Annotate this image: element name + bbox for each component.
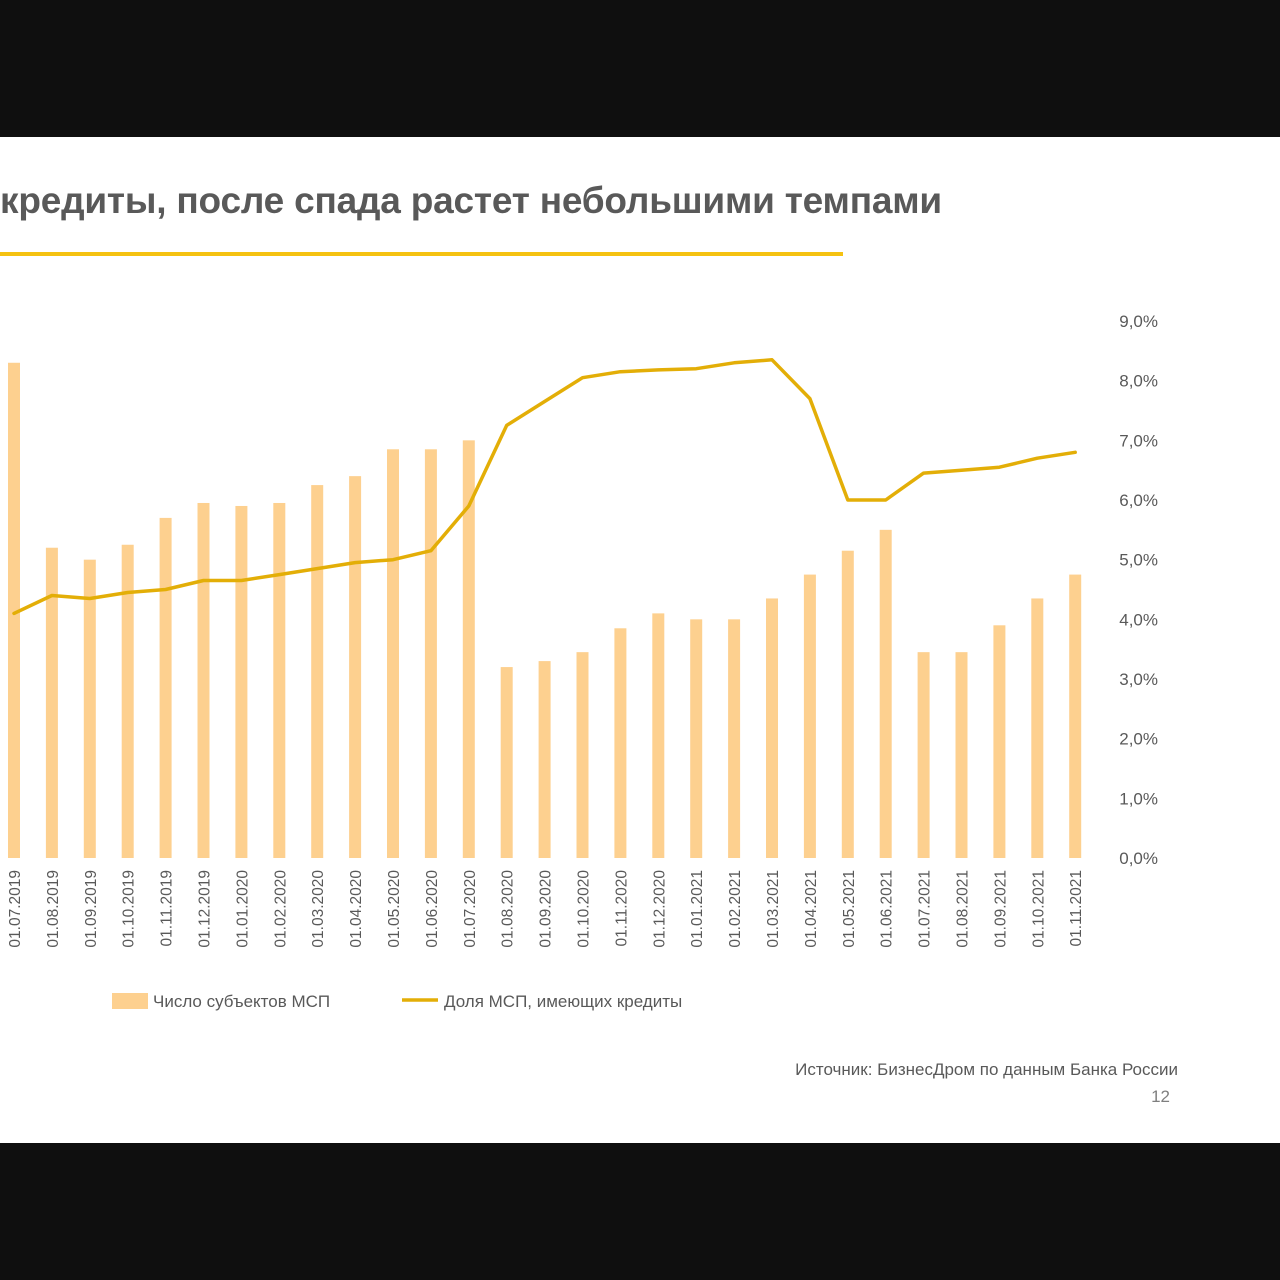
bar-01.02.2020 <box>273 502 286 858</box>
bar-01.03.2020 <box>311 485 324 858</box>
x-tick-label: 01.01.2021 <box>689 870 706 948</box>
bar-01.07.2021 <box>917 652 930 858</box>
bar-01.07.2019 <box>8 362 20 858</box>
source-note: Источник: БизнесДром по данным Банка Рос… <box>795 1060 1178 1079</box>
x-tick-label: 01.10.2020 <box>576 870 593 948</box>
legend-label-bars: Число субъектов МСП <box>153 992 330 1011</box>
bar-01.09.2021 <box>993 625 1006 858</box>
y-tick-label: 1,0% <box>1119 789 1158 808</box>
x-tick-label: 01.06.2020 <box>424 870 441 948</box>
x-tick-label: 01.07.2019 <box>7 870 24 948</box>
x-tick-label: 01.05.2020 <box>386 870 403 948</box>
x-tick-label: 01.07.2021 <box>917 870 934 948</box>
y-tick-label: 8,0% <box>1119 372 1158 391</box>
legend-bar-swatch <box>112 993 148 1009</box>
x-tick-label: 01.10.2021 <box>1030 870 1047 948</box>
bar-01.10.2020 <box>576 652 589 858</box>
x-tick-label: 01.02.2021 <box>727 870 744 948</box>
bar-01.01.2020 <box>235 505 248 858</box>
x-tick-label: 01.08.2020 <box>500 870 517 948</box>
y-tick-label: 4,0% <box>1119 610 1158 629</box>
x-tick-label: 01.10.2019 <box>121 870 138 948</box>
y-tick-label: 6,0% <box>1119 491 1158 510</box>
bar-01.05.2020 <box>387 449 399 858</box>
bar-01.06.2021 <box>879 529 892 858</box>
x-tick-label: 01.04.2021 <box>803 870 820 948</box>
bar-01.12.2019 <box>197 502 210 858</box>
bar-01.04.2020 <box>349 476 362 858</box>
bar-01.11.2021 <box>1069 574 1082 858</box>
y-tick-label: 5,0% <box>1119 551 1158 570</box>
page-number: 12 <box>1151 1087 1170 1106</box>
bar-01.10.2019 <box>121 544 134 858</box>
bar-01.02.2021 <box>728 619 741 858</box>
x-tick-label: 01.08.2021 <box>955 870 972 948</box>
x-tick-label: 01.01.2020 <box>234 870 251 948</box>
y-tick-label: 2,0% <box>1119 730 1158 749</box>
bar-01.08.2019 <box>45 547 58 858</box>
y-tick-label: 3,0% <box>1119 670 1158 689</box>
y-tick-label: 7,0% <box>1119 431 1158 450</box>
x-tick-label: 01.09.2020 <box>538 870 555 948</box>
x-tick-label: 01.12.2019 <box>197 870 214 948</box>
x-tick-label: 01.09.2019 <box>83 870 100 948</box>
bar-01.07.2020 <box>462 440 475 858</box>
x-tick-label: 01.09.2021 <box>992 870 1009 948</box>
x-tick-label: 01.03.2020 <box>310 870 327 948</box>
x-tick-label: 01.11.2020 <box>613 870 630 947</box>
slide-title: кредиты, после спада растет небольшими т… <box>0 180 942 221</box>
bar-01.12.2020 <box>652 613 665 858</box>
bar-01.09.2020 <box>538 661 551 858</box>
bar-01.10.2021 <box>1031 598 1044 858</box>
bar-01.05.2021 <box>841 550 854 858</box>
y-tick-label: 9,0% <box>1119 312 1158 331</box>
slide <box>0 137 1280 1143</box>
bar-01.08.2021 <box>955 652 968 858</box>
x-tick-label: 01.11.2021 <box>1068 870 1085 946</box>
bar-01.11.2020 <box>614 628 627 858</box>
bar-01.04.2021 <box>803 574 816 858</box>
bar-01.06.2020 <box>424 449 437 858</box>
bar-01.08.2020 <box>500 667 513 858</box>
x-tick-label: 01.11.2019 <box>159 870 176 946</box>
x-tick-label: 01.04.2020 <box>348 870 365 948</box>
x-tick-label: 01.08.2019 <box>45 870 62 948</box>
legend-label-line: Доля МСП, имеющих кредиты <box>444 992 682 1011</box>
bar-01.09.2019 <box>83 559 96 858</box>
y-tick-label: 0,0% <box>1119 849 1158 868</box>
x-tick-label: 01.06.2021 <box>879 870 896 948</box>
x-tick-label: 01.05.2021 <box>841 870 858 948</box>
bar-01.03.2021 <box>766 598 778 858</box>
x-tick-label: 01.07.2020 <box>462 870 479 948</box>
x-tick-label: 01.12.2020 <box>651 870 668 948</box>
bar-01.01.2021 <box>690 619 703 858</box>
x-tick-label: 01.03.2021 <box>765 870 782 948</box>
bar-01.11.2019 <box>159 517 172 858</box>
line-series-share <box>12 358 1077 616</box>
title-underline <box>0 252 843 256</box>
x-tick-label: 01.02.2020 <box>272 870 289 948</box>
